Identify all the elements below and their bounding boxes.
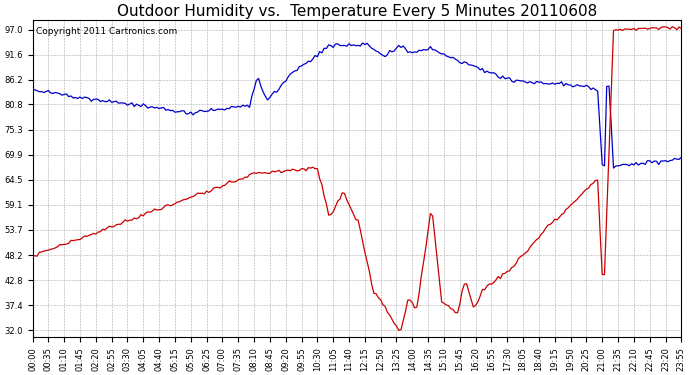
Title: Outdoor Humidity vs.  Temperature Every 5 Minutes 20110608: Outdoor Humidity vs. Temperature Every 5… [117,4,597,19]
Text: Copyright 2011 Cartronics.com: Copyright 2011 Cartronics.com [36,27,177,36]
